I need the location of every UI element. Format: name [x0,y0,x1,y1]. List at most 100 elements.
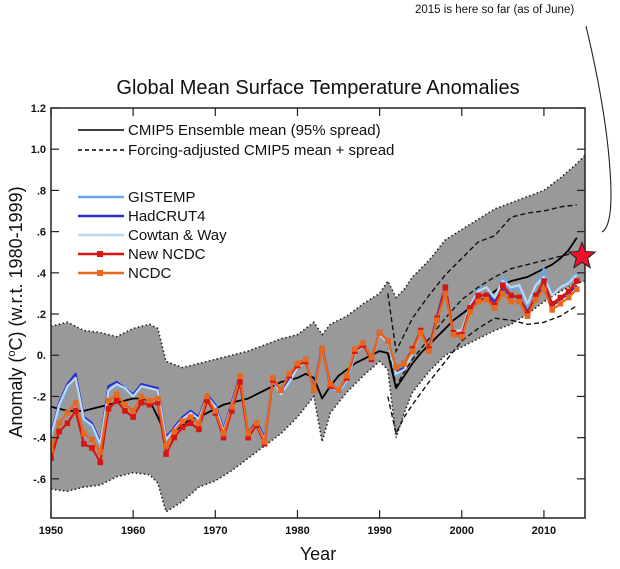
data-point-ncdc [409,348,416,354]
legend-item: HadCRUT4 [78,208,206,225]
legend-item: NCDC [78,265,171,282]
data-point-ncdc [524,313,531,319]
data-point-new-ncdc [508,292,514,299]
forcing-adjusted-lower-line [387,305,578,436]
data-point-new-ncdc [51,455,54,462]
legend-marker [97,251,103,257]
data-point-new-ncdc [122,408,128,414]
plot-frame [50,107,586,519]
x-tick-label: 1980 [285,525,309,537]
data-point-ncdc [491,305,498,311]
y-tick-label: -.2 [33,391,46,403]
data-point-ncdc [467,309,473,315]
data-point-ncdc [163,443,169,449]
star-2015-marker [567,240,597,269]
data-point-new-ncdc [483,292,490,299]
data-point-ncdc [475,298,481,305]
data-point-ncdc [327,381,334,387]
data-point-ncdc [278,387,284,394]
data-point-new-ncdc [467,305,473,311]
data-point-new-ncdc [565,288,572,295]
legend-item: New NCDC [78,246,206,263]
data-point-ncdc [130,408,136,414]
legend-item: CMIP5 Ensemble mean (95% spread) [78,122,381,139]
data-point-new-ncdc [81,441,87,447]
data-point-ncdc [401,360,408,367]
data-point-ncdc [146,397,153,404]
data-point-ncdc [508,298,514,305]
data-point-new-ncdc [146,401,153,408]
data-point-ncdc [500,290,506,297]
data-point-ncdc [549,307,555,313]
data-point-ncdc [196,420,202,427]
data-point-ncdc [171,428,178,435]
forcing-adjusted-upper-line [387,204,577,354]
annotation-pointer-line [585,25,612,233]
data-point-ncdc [311,387,317,394]
data-point-ncdc [155,395,161,402]
data-point-ncdc [286,370,293,377]
chart-title: Global Mean Surface Temperature Anomalie… [116,77,519,99]
data-point-ncdc [81,430,87,437]
forcing-adjusted-mean-line [387,251,577,389]
legend-item: Cowtan & Way [78,227,227,244]
x-axis-label: Year [300,544,336,564]
y-tick-label: 1.2 [31,103,46,115]
data-point-ncdc [105,397,112,404]
data-point-new-ncdc [237,379,243,385]
data-point-ncdc [72,399,79,406]
data-point-ncdc [573,286,580,293]
x-tick-label: 2000 [450,525,474,537]
x-tick-label: 1960 [121,525,145,537]
data-point-ncdc [368,354,375,361]
legend-label: GISTEMP [128,189,196,206]
legend-item: GISTEMP [78,189,196,206]
axes: 1950 1960 1970 1980 1990 2000 2010 1.2 1.0 .8 .6 .4… [31,103,586,537]
legend-marker [97,270,103,276]
data-point-ncdc [335,387,342,394]
legend-label: Forcing-adjusted CMIP5 mean + spread [128,142,394,159]
data-point-ncdc [89,436,95,443]
data-point-ncdc [302,356,309,363]
legend-item: Forcing-adjusted CMIP5 mean + spread [78,142,394,159]
data-point-ncdc [483,296,490,303]
data-point-ncdc [532,296,539,303]
data-point-new-ncdc [64,420,71,427]
data-point-new-ncdc [475,292,481,299]
legend-label: New NCDC [128,246,206,263]
y-tick-label: -.6 [33,474,46,486]
data-point-new-ncdc [557,294,564,301]
y-tick-label: 0. [37,350,46,362]
data-point-ncdc [565,294,572,301]
data-point-ncdc [516,298,523,305]
data-point-ncdc [204,393,210,400]
data-point-ncdc [352,346,358,352]
data-point-ncdc [294,360,301,367]
data-point-ncdc [122,401,128,408]
data-point-new-ncdc [105,406,112,412]
y-tick-label: .8 [37,185,46,197]
data-point-new-ncdc [228,408,235,414]
data-point-new-ncdc [204,397,210,404]
data-point-new-ncdc [541,278,547,284]
legend-label: NCDC [128,265,171,282]
annotation-2015: 2015 is here so far (as of June) [415,4,575,16]
data-point-new-ncdc [56,428,63,435]
data-point-ncdc [557,300,564,307]
data-point-ncdc [212,408,219,414]
data-point-new-ncdc [179,424,186,431]
data-point-new-ncdc [155,399,161,406]
y-tick-label: .6 [37,227,46,239]
data-point-ncdc [113,391,120,398]
data-point-ncdc [261,438,268,445]
data-point-ncdc [179,418,186,424]
y-axis-label: Anomaly (oC) (w.r.t. 1980-1999) [6,186,26,437]
data-point-ncdc [97,449,104,455]
data-point-ncdc [541,286,547,293]
data-point-ncdc [434,317,440,324]
data-point-new-ncdc [245,434,251,441]
data-point-ncdc [385,338,391,344]
data-point-ncdc [393,364,399,371]
data-point-new-ncdc [89,445,95,451]
data-point-new-ncdc [187,420,194,427]
